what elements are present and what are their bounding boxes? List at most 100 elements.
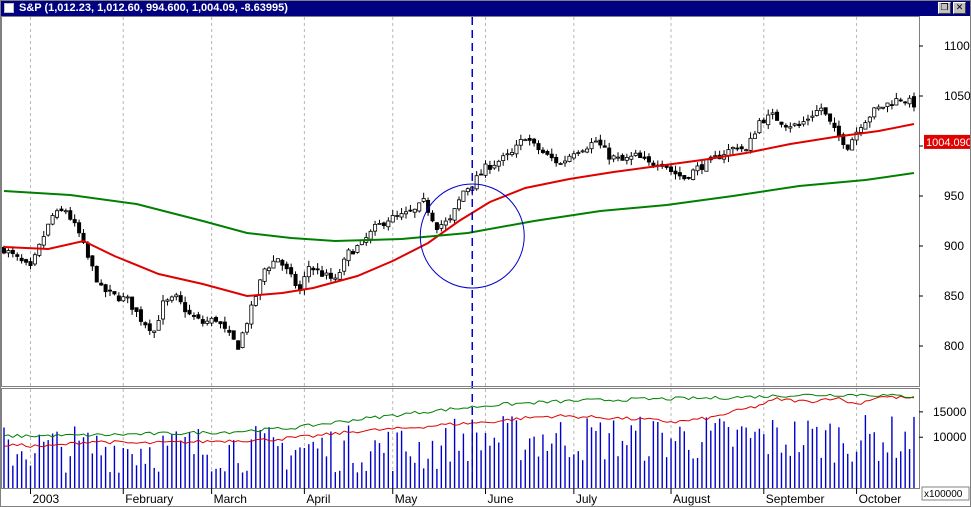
candle-up [275,258,280,263]
candle-up [872,107,877,118]
candle-down [739,146,744,150]
candle-up [152,330,157,333]
candle-down [103,284,108,293]
x-tick-label: March [214,492,247,506]
y-tick-label: 800 [944,339,964,353]
x-tick-label: July [576,492,597,506]
candle-up [788,126,793,129]
candle-up [805,118,810,121]
candle-up [571,153,576,159]
candle-up [403,211,408,215]
candle-up [766,114,771,126]
candle-up [456,199,461,210]
candle-down [236,340,241,350]
crossover-circle [419,183,525,289]
candle-up [567,155,572,163]
candle-up [373,223,378,232]
candle-down [138,309,143,322]
candle-up [443,220,448,226]
candle-up [342,258,347,272]
candle-up [492,164,497,169]
candle-down [841,134,846,145]
candle-down [828,113,833,122]
grid-lines [30,17,858,488]
candle-down [81,232,86,243]
candle-down [77,222,82,234]
candle-down [178,295,183,303]
candle-up [161,300,166,320]
y-tick-label: 1050 [944,89,970,103]
candle-up [691,169,696,180]
candle-up [505,153,510,156]
candle-down [651,162,656,166]
candle-down [191,314,196,317]
candle-up [814,110,819,116]
candle-up [50,215,55,225]
candle-down [108,289,113,292]
candle-down [227,329,232,333]
candle-down [487,164,492,170]
candle-up [496,160,501,167]
candle-up [483,163,488,176]
candle-down [823,107,828,115]
candle-up [752,133,757,139]
candle-up [616,156,621,159]
x-tick-label: October [859,492,902,506]
candle-up [46,223,51,236]
price-candles [1,92,917,350]
candle-down [68,210,73,220]
candle-down [315,268,320,271]
candle-up [881,106,886,109]
candle-down [218,321,223,325]
candle-down [94,265,99,283]
candle-down [669,166,674,172]
volume-y-tick-label: 10000 [933,430,967,444]
candle-down [284,263,289,270]
window-titlebar[interactable]: S&P (1,012.23, 1,012.60, 994.600, 1,004.… [1,1,970,16]
candle-up [346,249,351,262]
candle-down [638,152,643,159]
candle-up [593,140,598,143]
candle-up [510,152,515,156]
x-tick-label: February [125,492,173,506]
candle-up [748,137,753,151]
candle-down [10,249,15,255]
volume-y-tick-label: 15000 [933,405,967,419]
candle-up [125,296,130,299]
volume-scale-label: x100000 [924,489,963,500]
x-tick-label: 2003 [33,492,60,506]
candle-down [328,272,333,279]
candle-up [253,296,258,306]
candle-down [99,282,104,286]
candle-down [642,156,647,159]
moving-average-line [3,172,915,243]
candle-down [532,138,537,144]
candle-up [695,165,700,172]
x-tick-label: August [673,492,711,506]
candle-up [501,155,506,162]
candle-up [704,159,709,172]
candle-up [867,116,872,123]
candle-up [894,98,899,106]
candle-up [810,115,815,118]
close-icon[interactable]: ✕ [953,2,966,14]
candle-down [320,270,325,277]
restore-icon[interactable]: ❐ [938,2,951,14]
candle-up [624,157,629,161]
candle-down [28,261,33,267]
candle-up [205,320,210,324]
candle-down [187,309,192,315]
candle-down [602,145,607,148]
price-volume-chart[interactable]: 2003 February March April May June July August S… [1,16,970,506]
candle-up [576,152,581,155]
candle-down [536,143,541,151]
candle-up [37,243,42,256]
candle-down [280,259,285,266]
candle-down [775,111,780,121]
candle-down [699,164,704,170]
candle-down [434,222,439,230]
candle-up [6,250,11,254]
candle-up [876,106,881,110]
candle-down [1,246,7,254]
